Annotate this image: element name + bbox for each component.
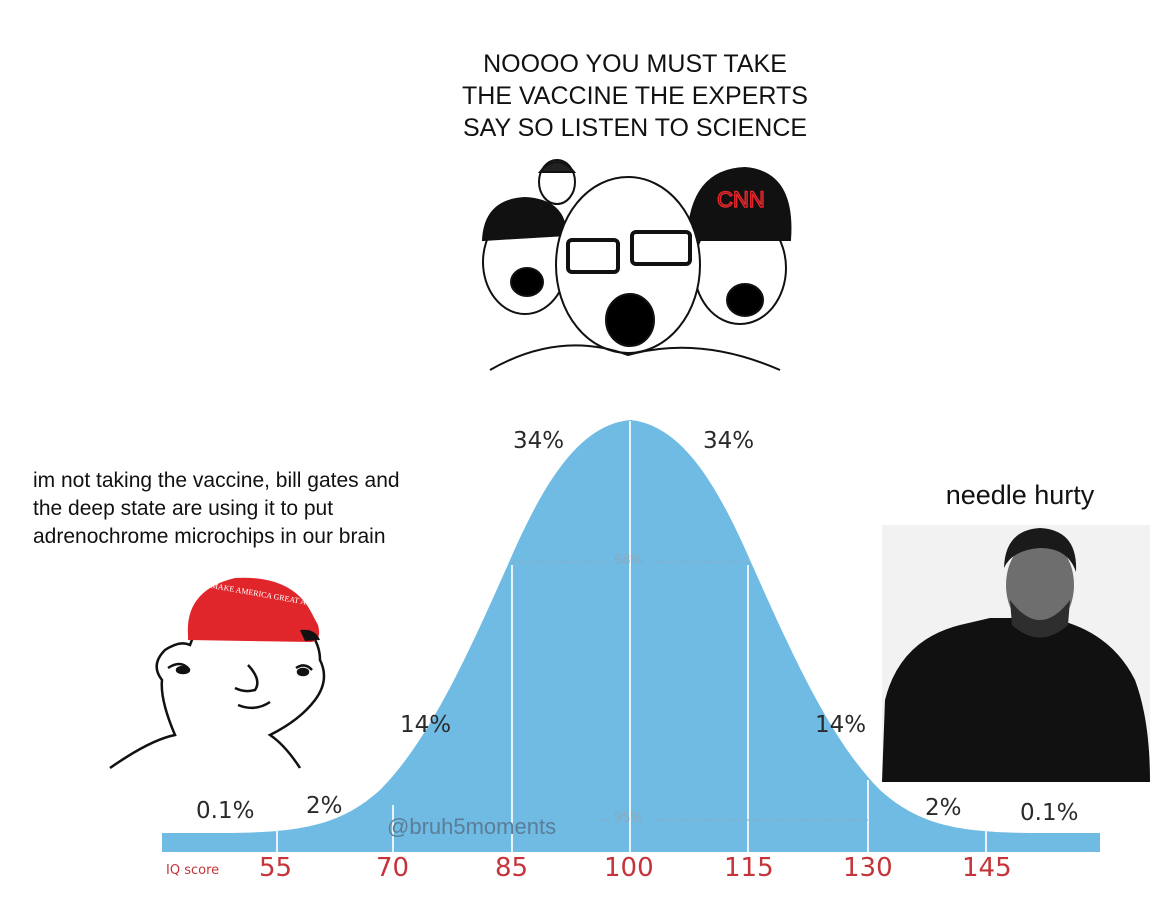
cnn-logo-text: CNN (717, 187, 765, 212)
range-68-label: 68% (614, 553, 643, 568)
segment-label-85-100: 34% (513, 428, 565, 454)
left-caption: im not taking the vaccine, bill gates an… (33, 467, 513, 551)
left-caption-line-2: the deep state are using it to put (33, 497, 334, 520)
x-tick-115: 115 (724, 853, 774, 883)
left-caption-line-1: im not taking the vaccine, bill gates an… (33, 469, 400, 492)
x-axis-label: IQ score (166, 863, 220, 878)
x-tick-55: 55 (259, 853, 293, 883)
segment-label-above-145: 0.1% (1020, 800, 1079, 826)
x-tick-130: 130 (843, 853, 893, 883)
segment-label-70-85: 14% (400, 712, 452, 738)
segment-label-below-55: 0.1% (196, 798, 255, 824)
segment-label-100-115: 34% (703, 428, 755, 454)
soyjak-crowd-illustration (481, 159, 792, 371)
chad-photo (882, 525, 1150, 782)
segment-label-115-130: 14% (815, 712, 867, 738)
segment-dividers (276, 421, 987, 852)
x-tick-85: 85 (495, 853, 529, 883)
segment-label-130-145: 2% (925, 795, 962, 821)
segment-label-55-70: 2% (306, 793, 343, 819)
maga-hat (187, 577, 320, 642)
x-tick-100: 100 (604, 853, 654, 883)
range-95-label: 95% (614, 811, 643, 826)
top-caption-line-1: NOOOO YOU MUST TAKE (483, 50, 787, 78)
x-tick-145: 145 (962, 853, 1012, 883)
right-caption: needle hurty (945, 480, 1095, 510)
maga-hat-brim (300, 629, 320, 641)
top-caption: NOOOO YOU MUST TAKE THE VACCINE THE EXPE… (420, 48, 850, 144)
wojak-illustration (109, 630, 326, 770)
top-caption-line-2: THE VACCINE THE EXPERTS (462, 82, 808, 110)
top-caption-line-3: SAY SO LISTEN TO SCIENCE (462, 114, 808, 142)
left-caption-line-3: adrenochrome microchips in our brain (33, 525, 386, 548)
x-tick-70: 70 (376, 853, 410, 883)
watermark: @bruh5moments (387, 814, 557, 839)
